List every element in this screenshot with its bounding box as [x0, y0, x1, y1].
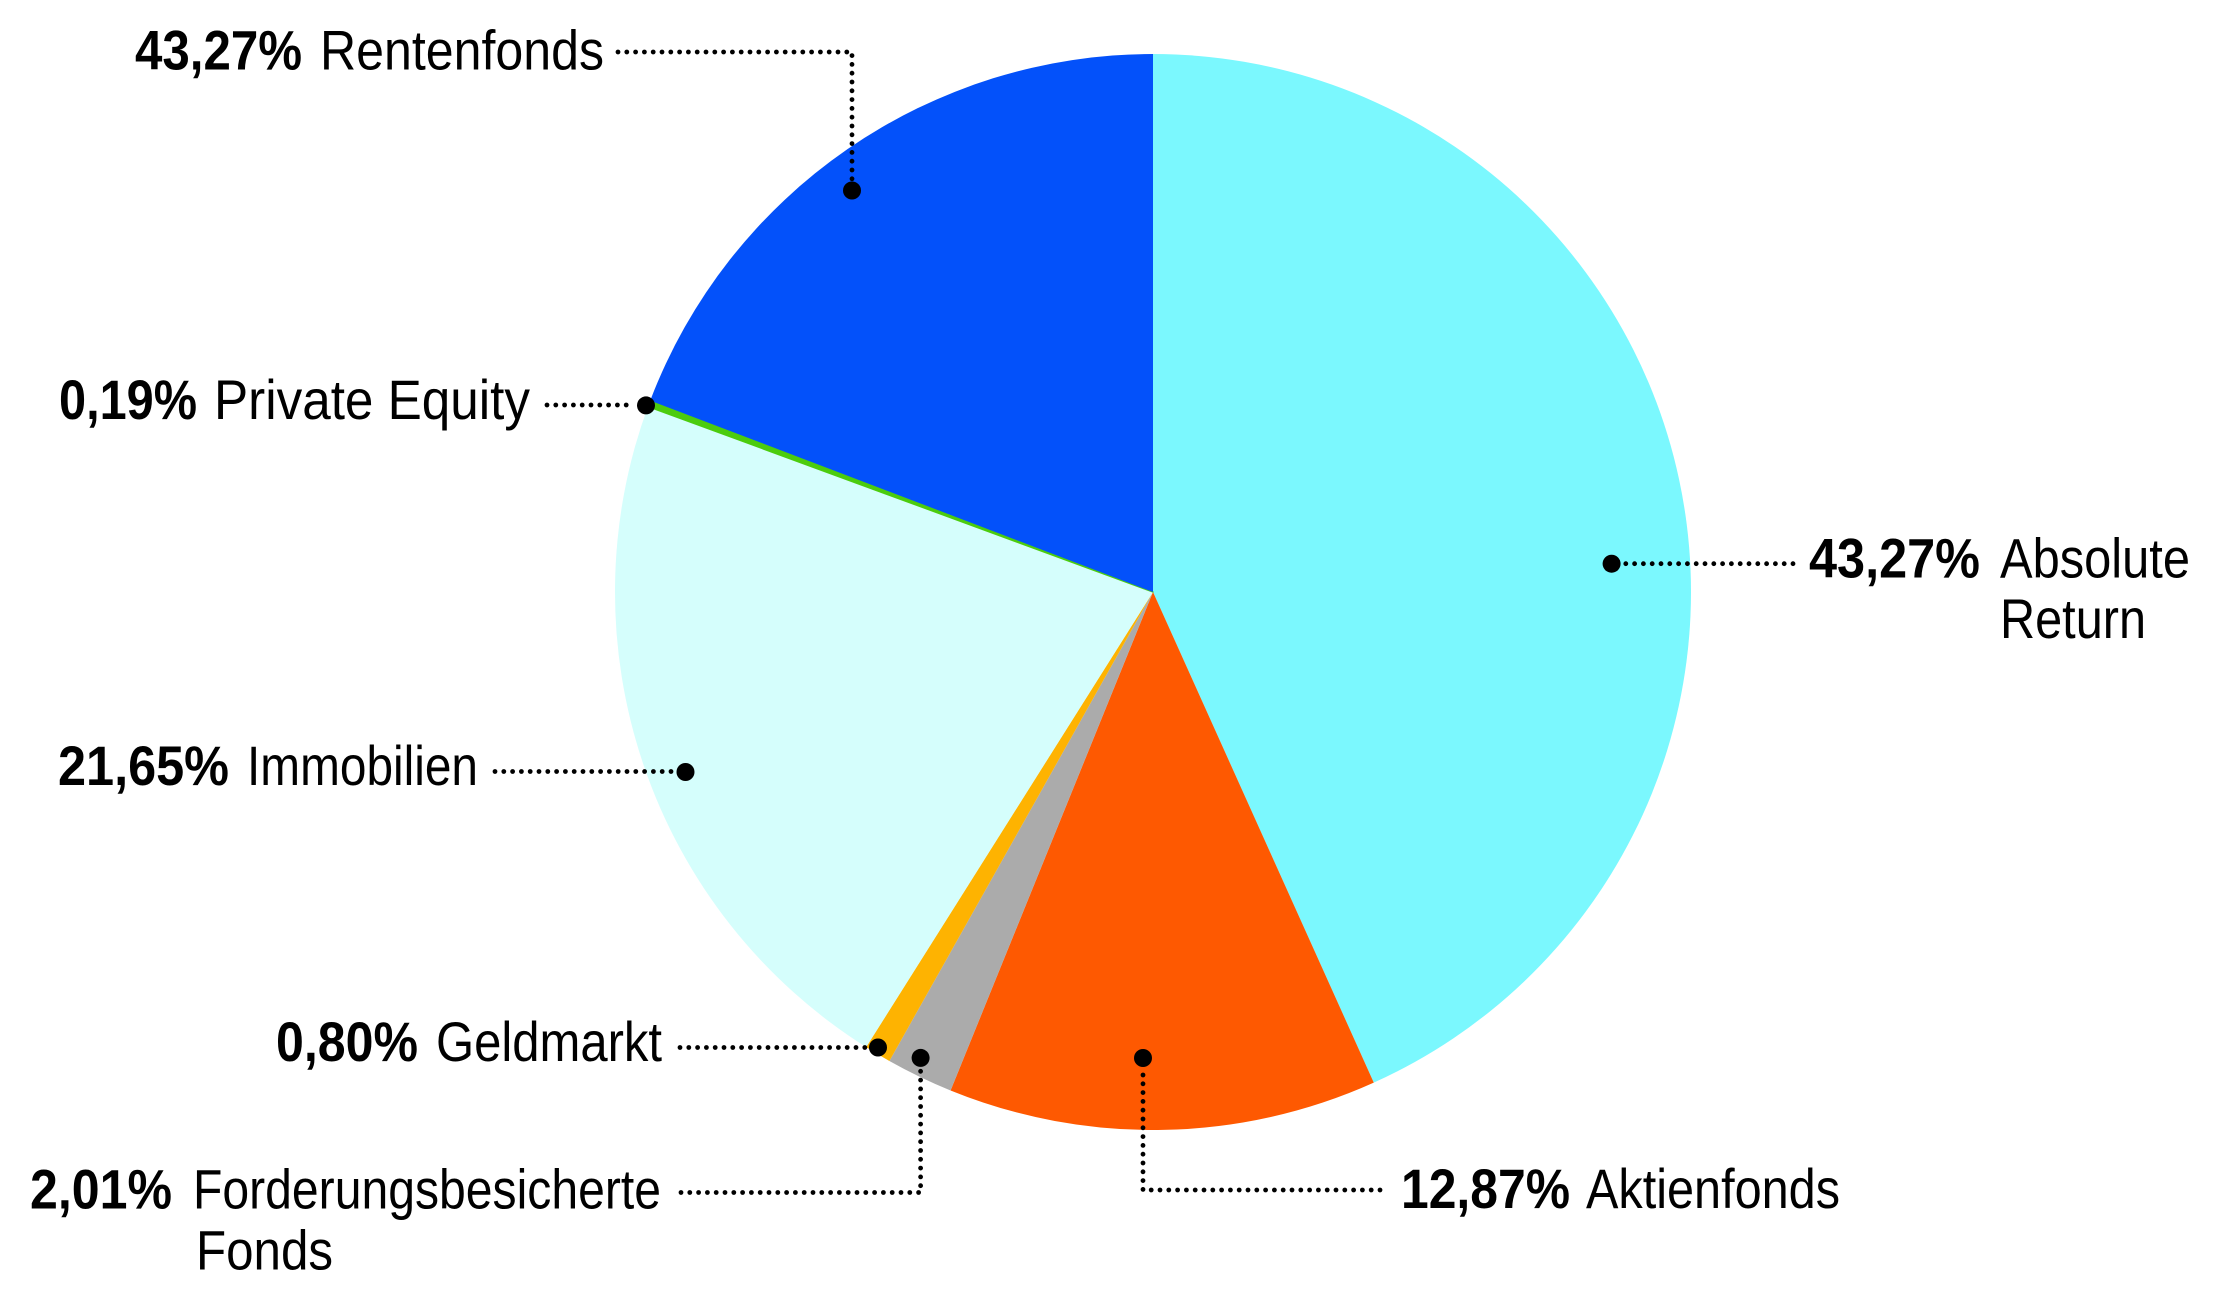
svg-text:Forderungsbesicherte: Forderungsbesicherte	[193, 1158, 661, 1221]
svg-text:Absolute: Absolute	[2000, 527, 2190, 590]
svg-text:Fonds: Fonds	[196, 1219, 333, 1282]
svg-text:Rentenfonds: Rentenfonds	[320, 19, 604, 82]
svg-text:43,27%: 43,27%	[135, 19, 302, 82]
svg-text:Geldmarkt: Geldmarkt	[436, 1010, 662, 1073]
svg-text:0,80%: 0,80%	[276, 1010, 418, 1073]
svg-text:12,87%: 12,87%	[1401, 1157, 1570, 1220]
svg-text:21,65%: 21,65%	[58, 734, 229, 797]
svg-text:Private Equity: Private Equity	[214, 368, 530, 431]
svg-text:Aktienfonds: Aktienfonds	[1586, 1157, 1840, 1220]
svg-text:0,19%: 0,19%	[59, 368, 197, 431]
svg-text:43,27%: 43,27%	[1809, 527, 1980, 590]
svg-text:2,01%: 2,01%	[30, 1158, 172, 1221]
svg-text:Immobilien: Immobilien	[247, 734, 478, 797]
svg-text:Return: Return	[2000, 587, 2146, 650]
